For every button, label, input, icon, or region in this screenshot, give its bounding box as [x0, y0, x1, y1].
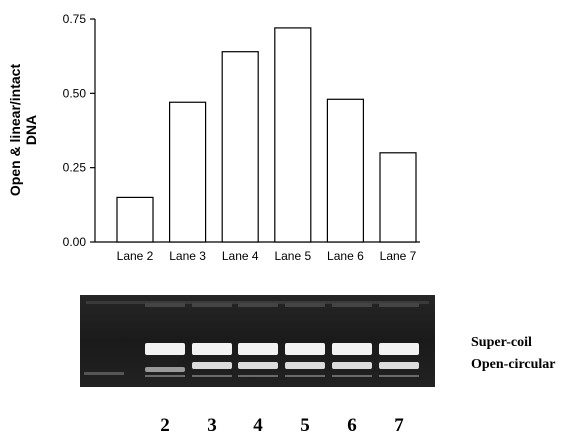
gel-well: [285, 303, 325, 307]
bar-lane-6: [326, 98, 364, 243]
band-open-circular: [192, 362, 232, 369]
lane-number-4: 4: [253, 415, 263, 436]
gel-lane-6: [332, 303, 372, 377]
band-open-circular: [238, 362, 278, 369]
band-open-circular: [145, 367, 185, 372]
y-tick-label: 0.75: [63, 12, 87, 26]
bar-lane-3: [169, 101, 207, 243]
gel-lane-2: [145, 303, 185, 377]
band-faint: [145, 375, 185, 377]
gel-well: [145, 303, 185, 307]
bar-lane-2: [116, 196, 154, 243]
bar-lane-5: [274, 27, 312, 243]
gel-well: [332, 303, 372, 307]
gel-well: [379, 303, 419, 307]
gel-lane-3: [192, 303, 232, 377]
gel-lanes: [145, 303, 419, 377]
y-axis-label-line-1: Open & linear/intact: [7, 64, 23, 197]
band-super-coil: [379, 343, 419, 355]
band-open-circular: [379, 362, 419, 369]
x-tick-label: Lane 5: [274, 249, 311, 263]
band-faint: [379, 375, 419, 377]
y-axis: 0.00 0.25 0.50 0.75: [63, 12, 96, 249]
band-super-coil: [192, 343, 232, 355]
band-open-circular: [285, 362, 325, 369]
y-axis-label-line-2: DNA: [23, 115, 39, 145]
bars: [116, 27, 417, 243]
y-tick-label: 0.25: [63, 161, 87, 175]
x-tick-label: Lane 3: [169, 249, 206, 263]
bar-lane-4: [221, 51, 259, 243]
gel-left-smear: [84, 372, 124, 375]
x-tick-label: Lane 6: [327, 249, 364, 263]
band-faint: [192, 375, 232, 377]
gel-lane-5: [285, 303, 325, 377]
bar-chart: Open & linear/intact DNA 0.00 0.25 0.50 0.7…: [7, 12, 420, 263]
lane-number-2: 2: [160, 415, 170, 436]
lane-number-5: 5: [300, 415, 310, 436]
lane-number-3: 3: [207, 415, 217, 436]
gel-well-row: [86, 301, 429, 304]
x-tick-label: Lane 2: [117, 249, 154, 263]
band-super-coil: [285, 343, 325, 355]
gel-lane-7: [379, 303, 419, 377]
band-super-coil: [238, 343, 278, 355]
band-label-super-coil: Super-coil: [471, 335, 532, 350]
bar-lane-7: [379, 152, 417, 243]
band-open-circular: [332, 362, 372, 369]
lane-number-6: 6: [347, 415, 357, 436]
gel-image: [80, 295, 435, 387]
gel-well: [192, 303, 232, 307]
band-super-coil: [145, 343, 185, 355]
band-super-coil: [332, 343, 372, 355]
lane-number-7: 7: [394, 415, 404, 436]
gel-well: [238, 303, 278, 307]
y-tick-label: 0.00: [63, 235, 87, 249]
y-axis-label: Open & linear/intact DNA: [7, 64, 39, 197]
band-faint: [332, 375, 372, 377]
band-label-open-circular: Open-circular: [471, 357, 556, 372]
band-faint: [285, 375, 325, 377]
gel-background: [80, 295, 435, 387]
x-axis: Lane 2 Lane 3 Lane 4 Lane 5 Lane 6 Lane 7: [95, 241, 420, 263]
x-tick-label: Lane 7: [380, 249, 417, 263]
y-tick-label: 0.50: [63, 86, 87, 100]
band-faint: [238, 375, 278, 377]
x-tick-label: Lane 4: [222, 249, 259, 263]
gel-lane-4: [238, 303, 278, 377]
